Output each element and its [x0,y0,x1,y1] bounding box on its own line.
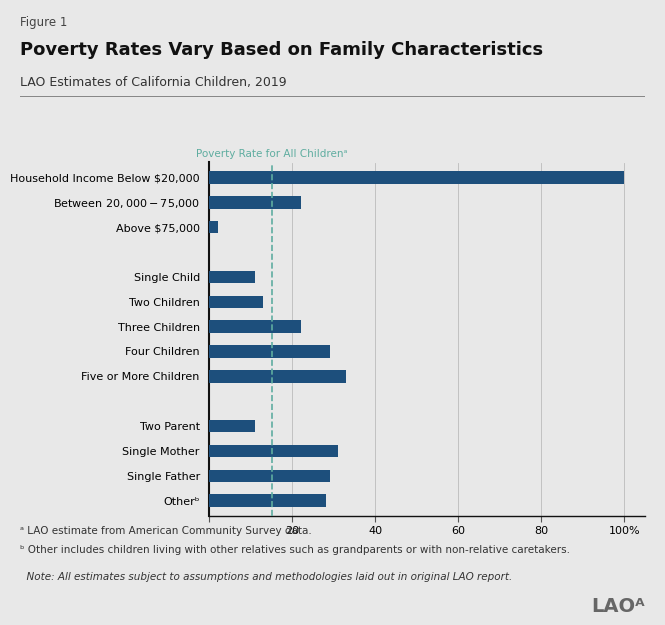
Bar [209,321,301,333]
Bar [209,345,330,358]
Text: LAOᴬ: LAOᴬ [591,597,645,616]
Text: ᵃ LAO estimate from American Community Survey data.: ᵃ LAO estimate from American Community S… [20,526,312,536]
Text: ᵇ Other includes children living with other relatives such as grandparents or wi: ᵇ Other includes children living with ot… [20,545,570,555]
Bar [209,370,346,382]
Text: Poverty Rate for All Childrenᵃ: Poverty Rate for All Childrenᵃ [196,149,347,159]
Text: Note: All estimates subject to assumptions and methodologies laid out in origina: Note: All estimates subject to assumptio… [20,572,512,582]
Bar [209,420,255,432]
Text: Poverty Rates Vary Based on Family Characteristics: Poverty Rates Vary Based on Family Chara… [20,41,543,59]
Text: LAO Estimates of California Children, 2019: LAO Estimates of California Children, 20… [20,76,287,89]
Bar [209,445,338,457]
Bar [209,221,217,233]
Bar [209,196,301,209]
Bar [209,296,263,308]
Bar [209,494,326,507]
Bar [209,171,624,184]
Bar [209,469,330,482]
Text: Figure 1: Figure 1 [20,16,67,29]
Bar [209,271,255,283]
